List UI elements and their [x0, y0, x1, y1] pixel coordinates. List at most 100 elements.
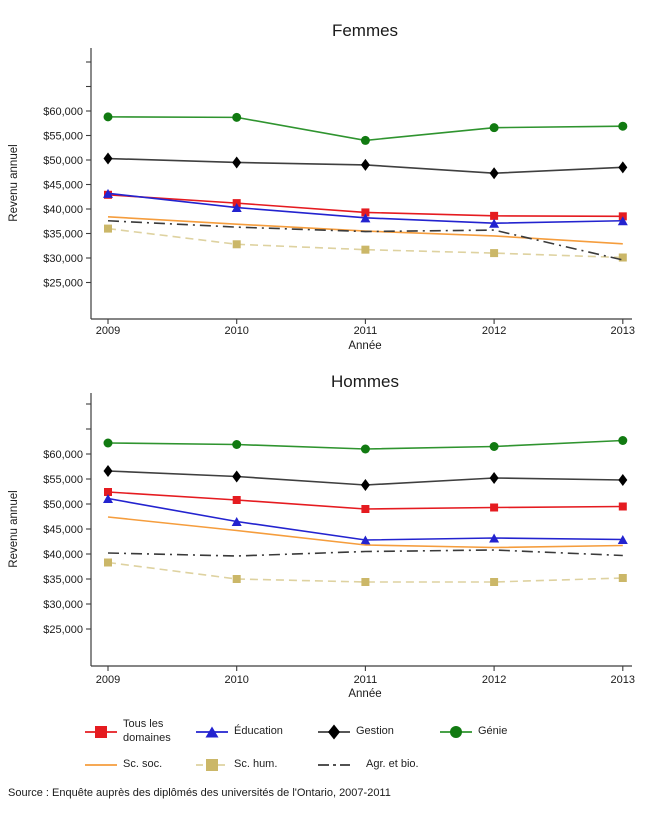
legend: Tous les domaines Éducation Gestion Géni…: [0, 700, 650, 788]
x-tick-label-2009: 2009: [96, 325, 120, 337]
marker-sc-hum-2012: [490, 578, 499, 586]
series-line-sc-soc: [107, 516, 623, 549]
marker-gestion-2010: [232, 470, 242, 483]
chart-hommes-y-axis-label: Revenu annuel: [8, 490, 20, 567]
marker-gestion-2012: [489, 167, 499, 180]
legend-glyph-education: [205, 726, 219, 738]
legend-item-gestion: Gestion: [317, 718, 394, 746]
series-line-education: [107, 497, 623, 541]
legend-item-tous-les-domaines: Tous les domaines: [84, 718, 179, 746]
marker-education-2012: [489, 533, 500, 543]
x-tick-label-2010: 2010: [224, 674, 248, 686]
y-tick-label-40000: $40,000: [43, 549, 83, 561]
legend-marker-education-icon: [196, 726, 228, 738]
legend-label-agr-et-bio: Agr. et bio.: [366, 758, 419, 771]
legend-glyph-gestion: [328, 724, 340, 740]
marker-sc-hum-2013: [618, 253, 627, 262]
legend-label-sc-hum: Sc. hum.: [234, 758, 278, 771]
legend-marker-tous-les-domaines-icon: [85, 726, 117, 738]
chart-femmes-x-axis-label: Année: [348, 340, 381, 352]
x-tick-label-2011: 2011: [354, 674, 378, 686]
legend-marker-sc-hum-icon: [196, 759, 228, 771]
marker-education-2009: [103, 188, 113, 198]
legend-glyph-genie: [450, 726, 462, 738]
x-tick-label-2013: 2013: [611, 674, 635, 686]
marker-tous-les-domaines-2011: [361, 208, 370, 217]
marker-tous-les-domaines-2009: [104, 488, 112, 496]
y-tick-label-35000: $35,000: [43, 229, 83, 241]
marker-sc-hum-2011: [361, 578, 370, 586]
legend-glyph-sc-hum: [206, 759, 218, 771]
chart-femmes-title: Femmes: [332, 21, 398, 40]
y-tick-label-45000: $45,000: [43, 524, 83, 536]
y-tick-label-60000: $60,000: [43, 449, 83, 461]
chart-hommes-x-axis-label: Année: [348, 688, 381, 700]
marker-gestion-2010: [232, 156, 242, 169]
legend-marker-sc-soc-icon: [85, 764, 117, 766]
series-line-agr-et-bio: [107, 219, 623, 261]
marker-genie-2009: [103, 112, 113, 122]
y-tick-label-35000: $35,000: [43, 574, 83, 586]
marker-sc-hum-2010: [232, 575, 241, 583]
legend-item-sc-soc: Sc. soc.: [84, 756, 162, 774]
x-tick-label-2010: 2010: [224, 325, 248, 337]
marker-gestion-2009: [103, 152, 113, 165]
marker-genie-2013: [618, 436, 628, 445]
marker-education-2010: [231, 203, 242, 213]
chart-hommes-title: Hommes: [331, 372, 399, 391]
y-tick-label-25000: $25,000: [43, 278, 83, 290]
marker-gestion-2012: [489, 472, 499, 484]
y-tick-label-25000: $25,000: [43, 624, 83, 636]
legend-item-agr-et-bio: Agr. et bio.: [317, 756, 419, 774]
marker-education-2009: [103, 494, 113, 503]
legend-item-genie: Génie: [439, 718, 507, 746]
chart-hommes: Hommes Revenu annuel Année $25,000 $30,00…: [8, 372, 635, 700]
x-tick-label-2013: 2013: [611, 325, 635, 337]
legend-item-sc-hum: Sc. hum.: [195, 756, 277, 774]
y-tick-label-60000: $60,000: [43, 106, 83, 118]
marker-education-2011: [360, 535, 371, 545]
marker-sc-hum-2010: [232, 240, 241, 249]
source-note: Source : Enquête auprès des diplômés des…: [8, 787, 391, 799]
marker-sc-hum-2009: [104, 558, 112, 567]
y-tick-label-55000: $55,000: [43, 131, 83, 143]
legend-label-gestion: Gestion: [356, 725, 394, 738]
chart-femmes: Femmes Revenu annuel Année $25,000 $30,00…: [8, 21, 635, 352]
x-tick-label-2009: 2009: [96, 674, 120, 686]
legend-glyph-tous-les-domaines: [95, 726, 107, 738]
marker-genie-2010: [232, 440, 242, 449]
legend-label-education: Éducation: [234, 725, 283, 738]
legend-marker-genie-icon: [440, 726, 472, 738]
y-tick-label-45000: $45,000: [43, 180, 83, 192]
marker-genie-2011: [360, 444, 370, 454]
marker-sc-hum-2009: [104, 224, 112, 233]
x-tick-label-2012: 2012: [482, 325, 506, 337]
marker-genie-2012: [489, 442, 499, 451]
series-line-agr-et-bio: [107, 549, 623, 557]
marker-education-2013: [617, 535, 628, 544]
y-tick-label-30000: $30,000: [43, 599, 83, 611]
marker-sc-hum-2012: [490, 249, 499, 258]
marker-tous-les-domaines-2011: [361, 505, 370, 513]
legend-marker-gestion-icon: [318, 724, 350, 740]
marker-gestion-2013: [618, 161, 628, 174]
marker-genie-2011: [360, 135, 370, 145]
y-tick-label-30000: $30,000: [43, 253, 83, 265]
chart-hommes-plot-area: $25,000 $30,000 $35,000 $40,000 $45,000 $50,0…: [43, 393, 635, 686]
x-tick-label-2012: 2012: [482, 674, 506, 686]
y-tick-label-40000: $40,000: [43, 204, 83, 216]
marker-sc-hum-2013: [618, 574, 627, 582]
legend-label-genie: Génie: [478, 725, 508, 738]
marker-genie-2012: [489, 123, 499, 133]
marker-tous-les-domaines-2010: [232, 496, 241, 504]
legend-label-tous-les-domaines: Tous les domaines: [123, 718, 171, 744]
marker-genie-2010: [232, 112, 242, 122]
y-tick-label-50000: $50,000: [43, 499, 83, 511]
x-tick-label-2011: 2011: [354, 325, 378, 337]
series-line-sc-hum: [107, 227, 623, 259]
marker-genie-2013: [618, 121, 628, 131]
marker-education-2011: [360, 213, 371, 223]
y-tick-label-55000: $55,000: [43, 474, 83, 486]
marker-education-2010: [231, 517, 242, 526]
